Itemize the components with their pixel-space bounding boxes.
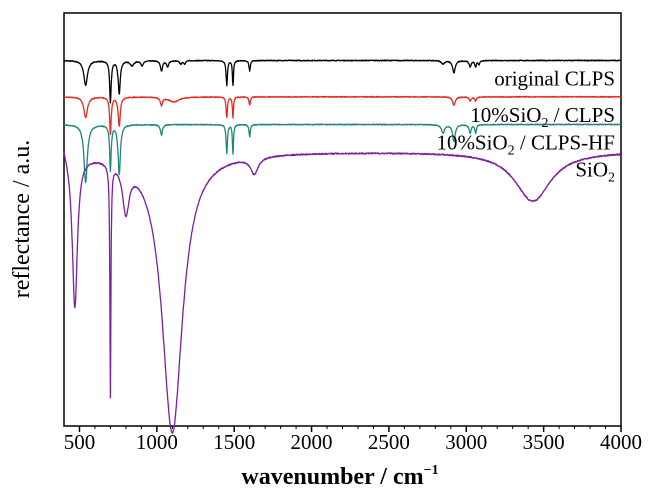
x-axis-ticks: 500 1000 1500 2000 2500 3000 3500 4000 (64, 426, 642, 454)
series-label-suffix: / CLPS (548, 103, 615, 127)
y-axis-title: reflectance / a.u. (9, 140, 35, 299)
series-line-4 (63, 151, 622, 434)
spectra-series (63, 59, 622, 434)
x-axis-title-superscript: −1 (424, 463, 439, 478)
x-tick-label: 1000 (136, 430, 178, 454)
series-label-1: original CLPS (494, 66, 615, 90)
series-label-text: 10%SiO (470, 103, 541, 127)
series-label-text: original CLPS (494, 66, 615, 90)
series-label-text: SiO (575, 157, 608, 181)
series-label-3: 10%SiO2 / CLPS-HF (436, 131, 615, 159)
x-tick-label: 2000 (291, 430, 333, 454)
x-tick-label: 3500 (523, 430, 565, 454)
x-tick-label: 500 (64, 430, 96, 454)
series-label-subscript: 2 (608, 170, 615, 185)
series-label-suffix: / CLPS-HF (515, 131, 615, 155)
series-line-3 (63, 123, 622, 184)
series-line-2 (63, 95, 622, 136)
series-label-subscript: 2 (508, 144, 515, 159)
series-label-subscript: 2 (541, 116, 548, 131)
series-label-2: 10%SiO2 / CLPS (470, 103, 615, 131)
x-tick-label: 4000 (600, 430, 642, 454)
x-axis-title-text: wavenumber / cm (241, 464, 423, 490)
series-label-4: SiO2 (575, 157, 615, 185)
x-tick-label: 2500 (368, 430, 410, 454)
x-axis-title: wavenumber / cm−1 (241, 463, 438, 490)
series-label-text: 10%SiO (436, 131, 507, 155)
x-tick-label: 1500 (213, 430, 255, 454)
x-tick-label: 3000 (445, 430, 487, 454)
series-line-1 (63, 59, 622, 104)
